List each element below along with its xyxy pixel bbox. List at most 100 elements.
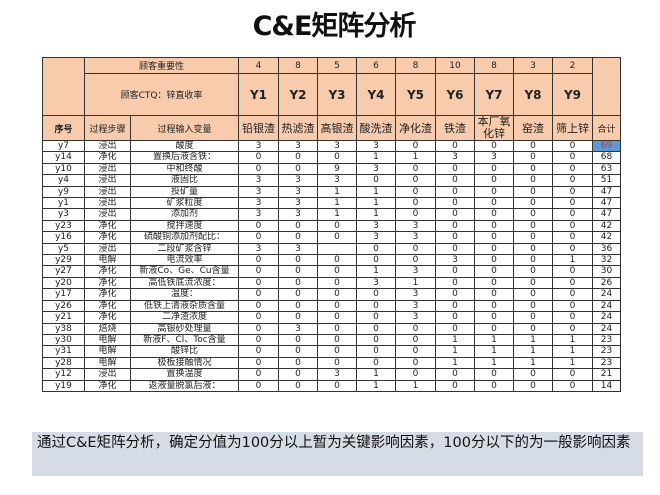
row-index: y1 [42,197,85,210]
score-cell: 0 [317,231,357,244]
row-index: y10 [42,162,85,176]
score-cell: 0 [278,379,318,392]
score-cell: 0 [435,231,475,244]
score-cell: 3 [356,276,396,290]
row-total: 24 [592,322,621,335]
score-cell: 1 [513,345,553,358]
score-cell: 1 [474,345,514,358]
score-cell: 1 [317,197,357,210]
score-cell: 3 [395,265,436,278]
score-cell: 0 [474,174,514,187]
row-index: y30 [42,333,85,347]
score-cell: 1 [552,254,593,267]
weight-cell: 6 [356,57,396,74]
score-cell: 0 [435,368,475,381]
score-cell: 0 [356,242,396,256]
score-cell: 1 [356,151,396,164]
score-cell: 0 [513,219,553,233]
row-index: y12 [42,368,85,381]
row-total: 69 [592,139,621,153]
score-cell: 0 [474,219,514,233]
score-cell: 0 [552,151,593,164]
score-cell: 0 [395,174,436,187]
row-index: y17 [42,288,85,301]
output-code: Y1 [238,73,279,116]
table-row: y38 焙烧 高银砂处理量 0 3 0 0 0 0 0 0 0 24 [42,322,621,335]
ctq-label: 顾客CTQ：锌直收率 [84,73,239,116]
row-index: y14 [42,151,85,164]
output-code: Y5 [395,73,436,116]
score-cell: 0 [474,139,514,153]
score-cell: 1 [356,265,396,278]
score-cell: 3 [435,151,475,164]
page-title: C&E矩阵分析 [252,11,417,42]
score-cell: 0 [278,276,318,290]
score-cell: 0 [435,219,475,233]
score-cell: 0 [513,139,553,153]
score-cell: 3 [317,368,357,381]
score-cell: 0 [513,151,553,164]
score-cell: 0 [513,276,553,290]
score-cell: 0 [278,162,318,176]
importance-label: 顾客重要性 [84,57,239,74]
row-step: 浸出 [84,162,131,176]
score-cell: 0 [278,219,318,233]
score-cell: 3 [395,231,436,244]
score-cell: 0 [395,345,436,358]
row-step: 焙烧 [84,322,131,335]
row-variable: 新液F、Cl、Toc含量 [130,333,239,347]
score-cell: 0 [238,254,279,267]
row-total: 24 [592,299,621,313]
score-cell: 1 [356,197,396,210]
table-row: y17 净化 温度： 0 0 0 0 3 0 0 0 0 24 [42,288,621,301]
row-variable: 温度： [130,288,239,301]
score-cell: 9 [317,162,357,176]
score-cell: 0 [356,333,396,347]
output-name: 净化渣 [395,115,436,141]
score-cell: 0 [552,174,593,187]
score-cell: 0 [395,322,436,335]
score-cell: 0 [474,311,514,324]
score-cell: 0 [317,379,357,392]
score-cell: 0 [435,276,475,290]
score-cell: 0 [317,345,357,358]
score-cell: 0 [317,288,357,301]
score-cell: 0 [552,197,593,210]
score-cell: 0 [356,254,396,267]
score-cell: 0 [278,333,318,347]
row-variable: 添加剂 [130,208,239,221]
row-index: y4 [42,174,85,187]
score-cell: 0 [278,299,318,313]
weight-cell: 8 [278,57,318,74]
total-header-blank [592,57,621,116]
row-variable: 返液量脱氯后液： [130,379,239,392]
table-row: y20 净化 高低铁底流浓度： 0 0 0 3 1 0 0 0 0 26 [42,276,621,290]
score-cell: 0 [278,368,318,381]
score-cell: 0 [513,379,553,392]
table-row: y30 电解 新液F、Cl、Toc含量 0 0 0 0 0 1 1 1 1 23 [42,333,621,347]
score-cell: 0 [317,311,357,324]
score-cell: 1 [474,333,514,347]
score-cell: 0 [278,231,318,244]
row-index: y26 [42,299,85,313]
score-cell: 0 [513,197,553,210]
score-cell: 0 [356,288,396,301]
score-cell: 1 [552,345,593,358]
table-row: y5 浸出 二段矿浆含锌 3 3 0 0 0 0 0 0 36 [42,242,621,256]
score-cell: 0 [552,265,593,278]
row-index: y29 [42,254,85,267]
score-cell: 3 [238,185,279,199]
table-row: y9 浸出 投矿量 3 3 1 1 0 0 0 0 0 47 [42,185,621,199]
table-row: y26 净化 低铁上清液杂质含量 0 0 0 0 3 0 0 0 0 24 [42,299,621,313]
score-cell: 1 [513,356,553,370]
score-cell: 0 [317,356,357,370]
score-cell: 0 [238,345,279,358]
score-cell: 3 [278,139,318,153]
score-cell: 1 [395,151,436,164]
output-code: Y7 [474,73,514,116]
score-cell: 0 [435,379,475,392]
row-step: 电解 [84,333,131,347]
score-cell: 0 [513,322,553,335]
score-cell: 3 [356,162,396,176]
output-code: Y4 [356,73,396,116]
